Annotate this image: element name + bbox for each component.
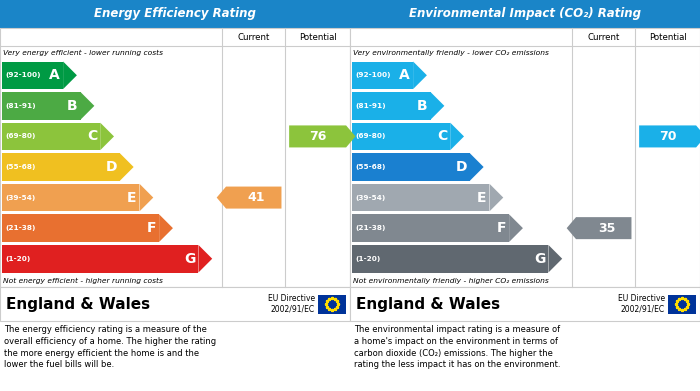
Text: Energy Efficiency Rating: Energy Efficiency Rating bbox=[94, 7, 256, 20]
Polygon shape bbox=[100, 123, 114, 150]
Polygon shape bbox=[450, 123, 464, 150]
Bar bbox=[0, 28, 350, 287]
Text: (21-38): (21-38) bbox=[5, 225, 36, 231]
Text: (21-38): (21-38) bbox=[355, 225, 386, 231]
Text: D: D bbox=[456, 160, 467, 174]
Bar bbox=[352, 214, 509, 242]
Text: (81-91): (81-91) bbox=[355, 103, 386, 109]
Bar bbox=[2, 92, 80, 120]
Text: F: F bbox=[496, 221, 506, 235]
Polygon shape bbox=[489, 184, 503, 212]
Text: Not environmentally friendly - higher CO₂ emissions: Not environmentally friendly - higher CO… bbox=[353, 278, 549, 283]
Text: 76: 76 bbox=[309, 130, 326, 143]
Polygon shape bbox=[430, 92, 444, 120]
Text: 41: 41 bbox=[248, 191, 265, 204]
Polygon shape bbox=[198, 245, 212, 273]
Polygon shape bbox=[548, 245, 562, 273]
Text: (39-54): (39-54) bbox=[355, 195, 385, 201]
Bar bbox=[668, 294, 696, 314]
Bar bbox=[2, 184, 139, 212]
Polygon shape bbox=[639, 126, 700, 147]
Bar bbox=[318, 294, 346, 314]
Bar bbox=[2, 214, 159, 242]
Polygon shape bbox=[567, 217, 631, 239]
Bar bbox=[2, 61, 63, 89]
Text: (1-20): (1-20) bbox=[5, 256, 30, 262]
Bar bbox=[352, 153, 470, 181]
Text: (39-54): (39-54) bbox=[5, 195, 35, 201]
Text: Not energy efficient - higher running costs: Not energy efficient - higher running co… bbox=[3, 278, 163, 283]
Text: (92-100): (92-100) bbox=[355, 72, 391, 78]
Polygon shape bbox=[159, 214, 173, 242]
Text: (69-80): (69-80) bbox=[5, 133, 36, 140]
Text: B: B bbox=[67, 99, 78, 113]
Text: (81-91): (81-91) bbox=[5, 103, 36, 109]
Text: Potential: Potential bbox=[299, 32, 337, 41]
Text: A: A bbox=[400, 68, 410, 82]
Bar bbox=[0, 287, 350, 321]
Text: (92-100): (92-100) bbox=[5, 72, 41, 78]
Text: C: C bbox=[437, 129, 447, 143]
Text: (55-68): (55-68) bbox=[355, 164, 386, 170]
Text: England & Wales: England & Wales bbox=[6, 296, 150, 312]
Text: The environmental impact rating is a measure of
a home's impact on the environme: The environmental impact rating is a mea… bbox=[354, 325, 561, 369]
Bar bbox=[352, 123, 450, 150]
Polygon shape bbox=[139, 184, 153, 212]
Bar bbox=[2, 123, 100, 150]
Text: E: E bbox=[477, 190, 486, 204]
Polygon shape bbox=[470, 153, 484, 181]
Text: (1-20): (1-20) bbox=[355, 256, 380, 262]
Polygon shape bbox=[63, 61, 77, 89]
Bar bbox=[352, 61, 413, 89]
Bar bbox=[350, 0, 700, 28]
Text: G: G bbox=[184, 252, 195, 266]
Text: D: D bbox=[106, 160, 117, 174]
Text: England & Wales: England & Wales bbox=[356, 296, 500, 312]
Polygon shape bbox=[80, 92, 94, 120]
Bar bbox=[2, 153, 120, 181]
Text: The energy efficiency rating is a measure of the
overall efficiency of a home. T: The energy efficiency rating is a measur… bbox=[4, 325, 216, 369]
Polygon shape bbox=[120, 153, 134, 181]
Bar bbox=[2, 245, 198, 273]
Text: Current: Current bbox=[587, 32, 620, 41]
Text: Environmental Impact (CO₂) Rating: Environmental Impact (CO₂) Rating bbox=[409, 7, 641, 20]
Text: (55-68): (55-68) bbox=[5, 164, 36, 170]
Text: A: A bbox=[50, 68, 60, 82]
Bar bbox=[352, 245, 548, 273]
Text: 70: 70 bbox=[659, 130, 676, 143]
Text: E: E bbox=[127, 190, 136, 204]
Text: B: B bbox=[417, 99, 428, 113]
Text: EU Directive
2002/91/EC: EU Directive 2002/91/EC bbox=[618, 294, 665, 314]
Bar bbox=[352, 184, 489, 212]
Polygon shape bbox=[413, 61, 427, 89]
Text: EU Directive
2002/91/EC: EU Directive 2002/91/EC bbox=[268, 294, 315, 314]
Polygon shape bbox=[289, 126, 356, 147]
Text: Current: Current bbox=[237, 32, 270, 41]
Bar bbox=[350, 28, 700, 287]
Text: Potential: Potential bbox=[649, 32, 687, 41]
Polygon shape bbox=[509, 214, 523, 242]
Text: C: C bbox=[87, 129, 97, 143]
Text: F: F bbox=[146, 221, 156, 235]
Text: 35: 35 bbox=[598, 222, 615, 235]
Text: Very energy efficient - lower running costs: Very energy efficient - lower running co… bbox=[3, 50, 163, 56]
Text: G: G bbox=[534, 252, 545, 266]
Bar bbox=[352, 92, 430, 120]
Bar bbox=[0, 0, 350, 28]
Bar bbox=[350, 287, 700, 321]
Text: (69-80): (69-80) bbox=[355, 133, 386, 140]
Polygon shape bbox=[217, 187, 281, 208]
Text: Very environmentally friendly - lower CO₂ emissions: Very environmentally friendly - lower CO… bbox=[353, 50, 549, 56]
